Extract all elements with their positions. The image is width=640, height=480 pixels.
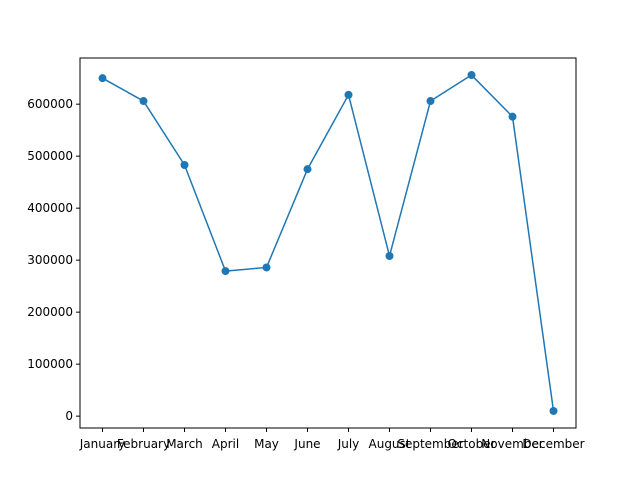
data-point	[385, 251, 394, 260]
x-tick-label: August	[369, 437, 411, 451]
data-point	[508, 112, 517, 121]
data-point	[139, 97, 148, 106]
data-point	[180, 161, 189, 170]
y-tick-label: 400000	[27, 201, 73, 215]
y-tick-label: 0	[65, 409, 73, 423]
x-tick-label: September	[397, 437, 463, 451]
x-tick-label: November	[481, 437, 543, 451]
x-tick-label: June	[293, 437, 320, 451]
data-point	[98, 74, 107, 83]
data-point	[549, 406, 558, 415]
x-tick-label: March	[166, 437, 203, 451]
y-tick-label: 300000	[27, 253, 73, 267]
x-tick-label: February	[117, 437, 170, 451]
y-tick-label: 100000	[27, 357, 73, 371]
data-point	[344, 90, 353, 99]
y-tick-label: 600000	[27, 97, 73, 111]
x-tick-label: January	[79, 437, 126, 451]
plot-frame	[79, 57, 577, 429]
x-tick-label: April	[212, 437, 239, 451]
data-point	[262, 263, 271, 272]
x-tick-label: October	[447, 437, 495, 451]
x-tick-label: July	[337, 437, 360, 451]
data-point	[221, 267, 230, 276]
data-point	[426, 97, 435, 106]
y-tick-label: 500000	[27, 149, 73, 163]
x-tick-label: December	[522, 437, 584, 451]
y-axis: 0 100000 200000 300000 400000 500000 600000	[27, 97, 80, 423]
series-line	[102, 74, 555, 412]
plot-background	[80, 58, 576, 428]
data-point	[467, 71, 476, 80]
x-tick-label: May	[254, 437, 279, 451]
series-layer	[98, 71, 558, 415]
y-tick-label: 200000	[27, 305, 73, 319]
data-point	[303, 165, 312, 174]
